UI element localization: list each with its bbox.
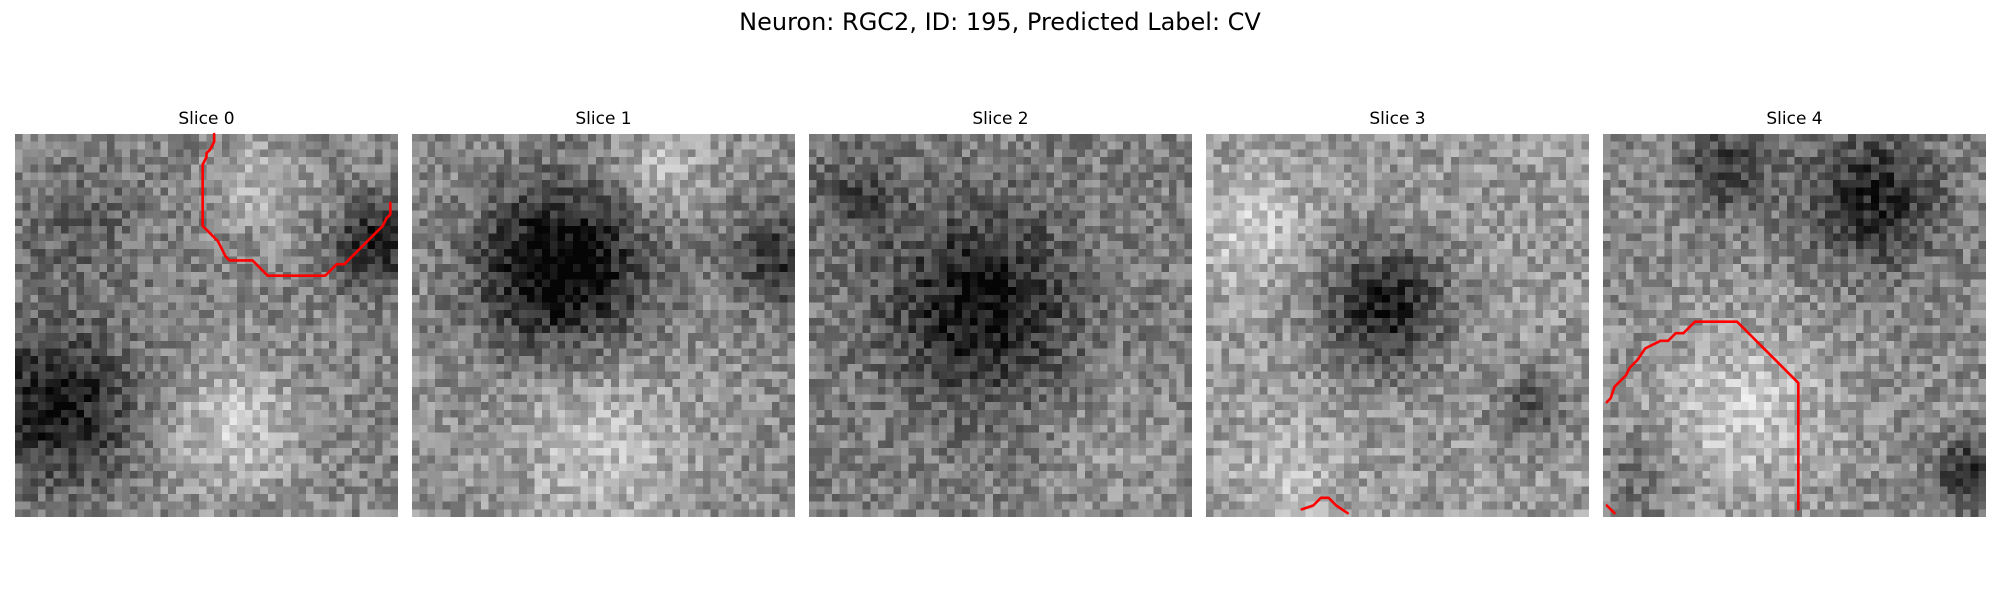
em-slice-image: [809, 134, 1192, 517]
slice-panel-0: Slice 0: [15, 108, 398, 517]
slice-title: Slice 4: [1766, 109, 1823, 129]
slice-panel-2: Slice 2: [809, 108, 1192, 517]
slice-title: Slice 2: [972, 109, 1029, 129]
contour-line: [1300, 496, 1350, 515]
slice-panel-3: Slice 3: [1206, 108, 1589, 517]
contour-line: [1605, 504, 1616, 515]
em-slice-image: [412, 134, 795, 517]
segmentation-contour-overlay: [412, 134, 795, 517]
slice-image-frame: [1603, 134, 1986, 517]
slice-title: Slice 0: [178, 109, 235, 129]
slice-title: Slice 3: [1369, 109, 1426, 129]
em-slice-image: [1603, 134, 1986, 517]
slice-image-frame: [809, 134, 1192, 517]
slice-panel-4: Slice 4: [1603, 108, 1986, 517]
figure-title: Neuron: RGC2, ID: 195, Predicted Label: …: [739, 8, 1261, 36]
segmentation-contour-overlay: [201, 132, 392, 278]
slice-image-frame: [1206, 134, 1589, 517]
contour-line: [201, 132, 392, 278]
slice-title: Slice 1: [575, 109, 632, 129]
slice-panel-1: Slice 1: [412, 108, 795, 517]
slice-image-frame: [15, 132, 398, 517]
segmentation-contour-overlay: [1605, 320, 1800, 515]
contour-line: [1605, 320, 1800, 511]
segmentation-contour-overlay: [1300, 496, 1350, 515]
segmentation-contour-overlay: [809, 134, 1192, 517]
em-slice-image: [1206, 134, 1589, 517]
slice-image-frame: [412, 134, 795, 517]
em-slice-image: [15, 134, 398, 517]
